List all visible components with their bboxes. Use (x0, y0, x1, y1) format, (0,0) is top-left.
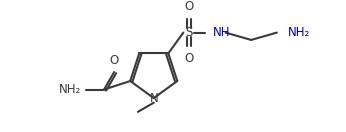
Text: NH₂: NH₂ (59, 83, 81, 96)
Text: NH: NH (213, 26, 230, 39)
Text: N: N (149, 92, 158, 105)
Text: NH₂: NH₂ (288, 26, 310, 39)
Text: O: O (184, 0, 193, 13)
Text: O: O (110, 55, 119, 67)
Text: O: O (184, 52, 193, 65)
Text: S: S (185, 26, 193, 39)
